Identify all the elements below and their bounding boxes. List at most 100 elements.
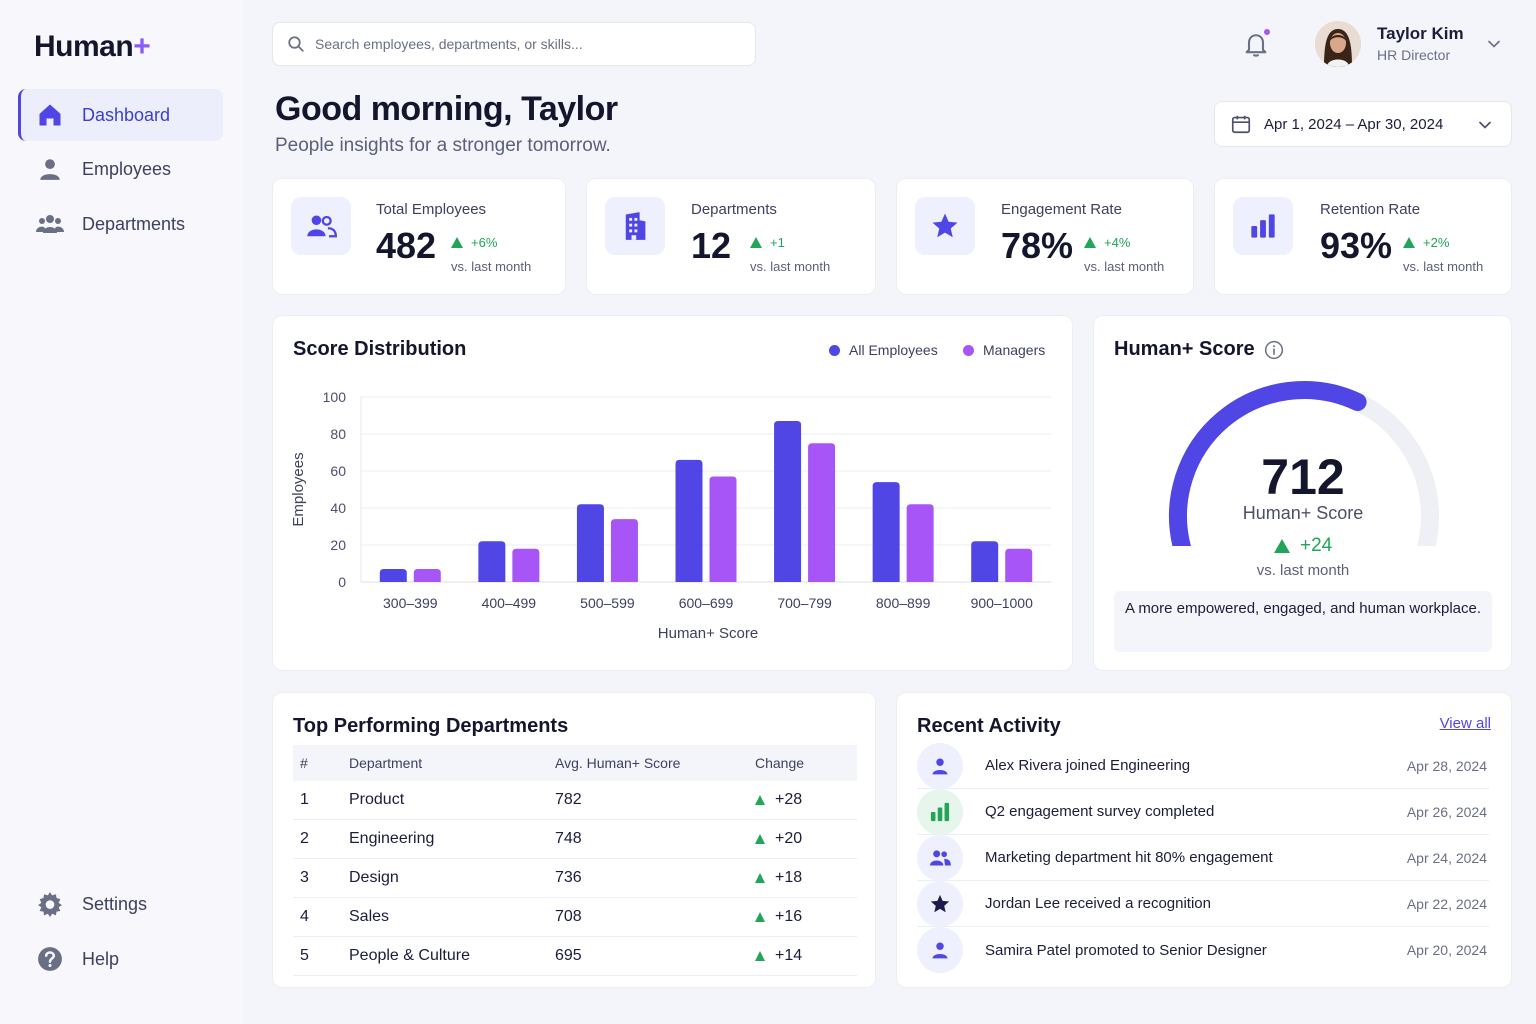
sidebar-item-label: Dashboard: [82, 104, 171, 125]
row-score: 708: [555, 908, 582, 925]
kpi-delta: +4%: [1084, 235, 1130, 250]
user-icon: [917, 927, 963, 973]
users-icon: [917, 834, 963, 881]
kpi-card-retention-rate: Retention Rate 93% +2% vs. last month: [1214, 178, 1512, 295]
kpi-delta: +6%: [451, 235, 497, 250]
x-tick-label: 900–1000: [971, 595, 1034, 611]
sidebar-item-settings[interactable]: Settings: [18, 878, 223, 930]
table-row[interactable]: 1 Product 782 +28: [293, 781, 857, 820]
row-department: Sales: [349, 908, 390, 925]
activity-text: Alex Rivera joined Engineering: [985, 757, 1191, 774]
sidebar-item-departments[interactable]: Departments: [18, 198, 223, 250]
star-icon: [917, 880, 963, 927]
score-label: Human+ Score: [1242, 503, 1364, 523]
card-title: Score Distribution: [293, 338, 467, 360]
departments-table: # Department Avg. Human+ Score Change 1 …: [293, 745, 857, 976]
score-delta: +24: [1274, 535, 1332, 557]
bar[interactable]: [971, 541, 999, 582]
row-score: 695: [555, 947, 582, 964]
page-title: Good morning, Taylor: [275, 90, 618, 128]
activity-item[interactable]: Q2 engagement survey completed Apr 26, 2…: [917, 788, 1489, 835]
activity-item[interactable]: Jordan Lee received a recognition Apr 22…: [917, 880, 1489, 927]
table-row[interactable]: 2 Engineering 748 +20: [293, 820, 857, 859]
avatar[interactable]: [1315, 21, 1361, 67]
page-subtitle: People insights for a stronger tomorrow.: [275, 135, 611, 156]
users-icon: [36, 210, 64, 238]
search-input[interactable]: [315, 36, 735, 52]
kpi-card-total-employees: Total Employees 482 +6% vs. last month: [272, 178, 566, 295]
activity-text: Q2 engagement survey completed: [985, 803, 1215, 820]
star-icon: [915, 197, 975, 255]
activity-item[interactable]: Alex Rivera joined Engineering Apr 28, 2…: [917, 742, 1489, 789]
bar[interactable]: [413, 569, 441, 582]
row-rank: 1: [300, 791, 309, 808]
row-change: +18: [755, 869, 855, 887]
table-row[interactable]: 5 People & Culture 695 +14: [293, 937, 857, 976]
bar[interactable]: [478, 541, 506, 582]
row-department: People & Culture: [349, 947, 470, 964]
kpi-delta: +2%: [1403, 235, 1449, 250]
kpi-label: Retention Rate: [1320, 201, 1421, 218]
score-note: A more empowered, engaged, and human wor…: [1114, 591, 1492, 652]
row-department: Engineering: [349, 830, 435, 847]
y-axis-label: Employees: [290, 452, 307, 526]
activity-item[interactable]: Samira Patel promoted to Senior Designer…: [917, 927, 1489, 973]
score-gauge: [1169, 380, 1439, 546]
bar[interactable]: [610, 519, 638, 582]
view-all-link[interactable]: View all: [1439, 715, 1491, 732]
search-bar[interactable]: [272, 22, 756, 66]
score-distribution-card: Score Distribution All Employees Manager…: [272, 315, 1073, 671]
sidebar-item-employees[interactable]: Employees: [18, 143, 223, 195]
chevron-down-icon[interactable]: [1484, 34, 1504, 54]
recent-activity-card: Recent Activity View all Alex Rivera joi…: [896, 692, 1512, 988]
kpi-card-departments: Departments 12 +1 vs. last month: [586, 178, 876, 295]
row-department: Product: [349, 791, 405, 808]
app-logo[interactable]: Human+: [34, 30, 151, 63]
score-comparison: vs. last month: [1256, 562, 1350, 579]
sidebar-item-help[interactable]: Help: [18, 933, 223, 985]
bar[interactable]: [774, 421, 802, 582]
row-score: 782: [555, 791, 582, 808]
chevron-down-icon: [1479, 121, 1491, 129]
row-department: Design: [349, 869, 399, 886]
column-header[interactable]: #: [300, 755, 308, 771]
info-icon[interactable]: [1264, 340, 1284, 360]
bar[interactable]: [576, 504, 604, 582]
column-header[interactable]: Change: [755, 755, 805, 771]
user-icon: [36, 155, 64, 183]
bar[interactable]: [675, 459, 703, 582]
help-icon: [36, 945, 64, 973]
score-value: 712: [1261, 449, 1345, 505]
column-header[interactable]: Department: [349, 755, 423, 771]
table-header: # Department Avg. Human+ Score Change: [293, 745, 857, 781]
row-rank: 5: [300, 947, 309, 964]
activity-date: Apr 28, 2024: [1406, 757, 1487, 774]
sidebar-item-label: Settings: [82, 893, 148, 914]
user-name[interactable]: Taylor Kim: [1377, 24, 1464, 43]
sidebar-item-dashboard[interactable]: Dashboard: [18, 89, 223, 141]
activity-item[interactable]: Marketing department hit 80% engagement …: [917, 834, 1489, 881]
bar[interactable]: [512, 548, 540, 582]
bar[interactable]: [709, 476, 737, 582]
bar-chart-icon: [917, 788, 963, 835]
y-tick-label: 0: [338, 574, 346, 590]
x-tick-label: 500–599: [580, 595, 635, 611]
kpi-delta: +1: [750, 235, 785, 250]
sidebar-item-label: Departments: [82, 213, 186, 234]
bar[interactable]: [872, 482, 900, 582]
card-title: Human+ Score: [1114, 338, 1284, 361]
y-tick-label: 40: [330, 500, 346, 516]
bar[interactable]: [808, 443, 836, 582]
kpi-label: Total Employees: [376, 201, 487, 218]
y-tick-label: 80: [330, 426, 346, 442]
bar[interactable]: [1005, 548, 1033, 582]
kpi-value: 482: [376, 225, 437, 266]
date-range-picker[interactable]: Apr 1, 2024 – Apr 30, 2024: [1214, 101, 1512, 147]
bar[interactable]: [906, 504, 934, 582]
bar[interactable]: [379, 569, 407, 582]
bell-icon[interactable]: [1242, 30, 1270, 58]
column-header[interactable]: Avg. Human+ Score: [555, 755, 681, 771]
table-row[interactable]: 4 Sales 708 +16: [293, 898, 857, 937]
row-score: 736: [555, 869, 582, 886]
table-row[interactable]: 3 Design 736 +18: [293, 859, 857, 898]
